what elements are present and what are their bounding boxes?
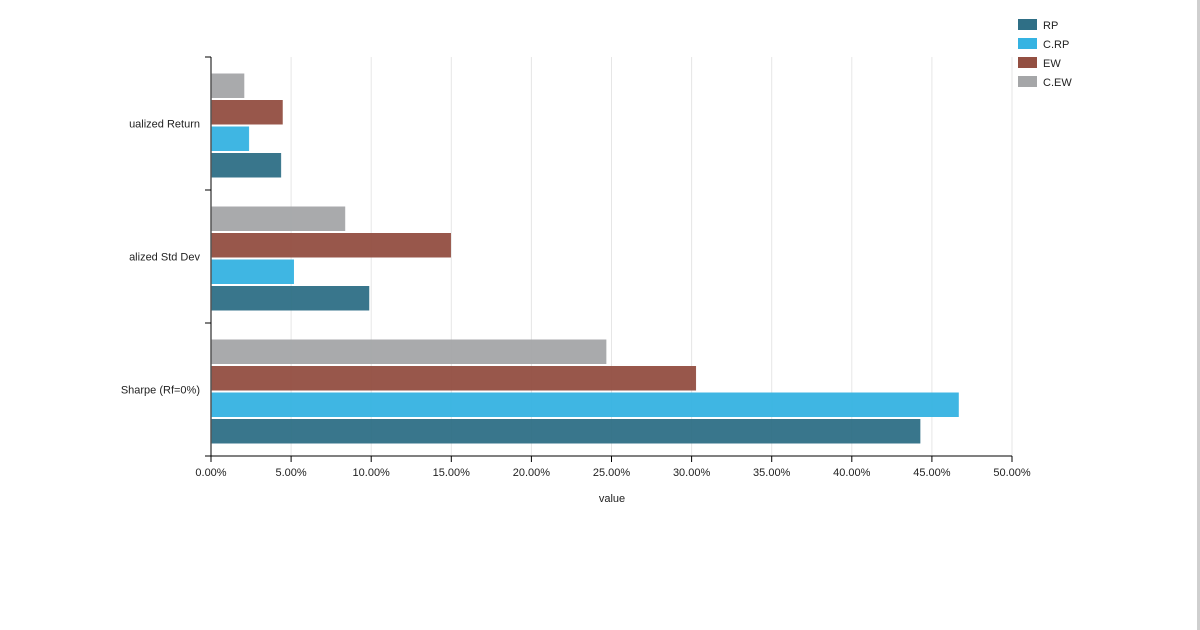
x-tick-label: 15.00% [433, 467, 471, 479]
legend-swatch [1018, 38, 1037, 49]
bar-crp-1 [211, 259, 294, 284]
x-tick-label: 45.00% [913, 467, 951, 479]
x-tick-label: 40.00% [833, 467, 871, 479]
y-category-label: Sharpe (Rf=0%) [121, 385, 200, 397]
legend-label: C.RP [1043, 39, 1069, 51]
y-category-label: ualized Return [129, 119, 200, 131]
x-axis-title: value [599, 493, 625, 505]
x-tick-label: 0.00% [195, 467, 226, 479]
legend-swatch [1018, 19, 1037, 30]
bars [211, 73, 959, 444]
bar-ew-0 [211, 100, 283, 125]
legend-swatch [1018, 76, 1037, 87]
bar-crp-0 [211, 126, 250, 151]
bar-ew-1 [211, 233, 451, 258]
x-axis-ticks: 0.00% 5.00% 10.00% 15.00% 20.00% 25.00% 30.00%… [195, 456, 1031, 479]
x-tick-label: 25.00% [593, 467, 631, 479]
x-tick-label: 10.00% [353, 467, 391, 479]
legend: RP C.RP EW C.EW [1018, 19, 1072, 89]
legend-label: C.EW [1043, 77, 1072, 89]
bar-ew-2 [211, 366, 697, 391]
legend-label: RP [1043, 20, 1058, 32]
bar-crp-2 [211, 392, 959, 417]
bar-rp-1 [211, 286, 370, 311]
x-tick-label: 50.00% [993, 467, 1031, 479]
legend-label: EW [1043, 58, 1061, 70]
bar-cew-1 [211, 206, 346, 231]
y-axis-categories: ualized Return alized Std Dev Sharpe (Rf=0… [121, 119, 201, 397]
legend-swatch [1018, 57, 1037, 68]
x-tick-label: 35.00% [753, 467, 791, 479]
bar-cew-2 [211, 339, 607, 364]
bar-cew-0 [211, 73, 245, 98]
grid-lines [290, 57, 1013, 456]
x-tick-label: 30.00% [673, 467, 711, 479]
y-category-label: alized Std Dev [129, 252, 200, 264]
x-tick-label: 5.00% [275, 467, 306, 479]
bar-rp-2 [211, 419, 921, 444]
window-edge [1197, 0, 1200, 630]
x-tick-label: 20.00% [513, 467, 551, 479]
bar-rp-0 [211, 153, 282, 178]
